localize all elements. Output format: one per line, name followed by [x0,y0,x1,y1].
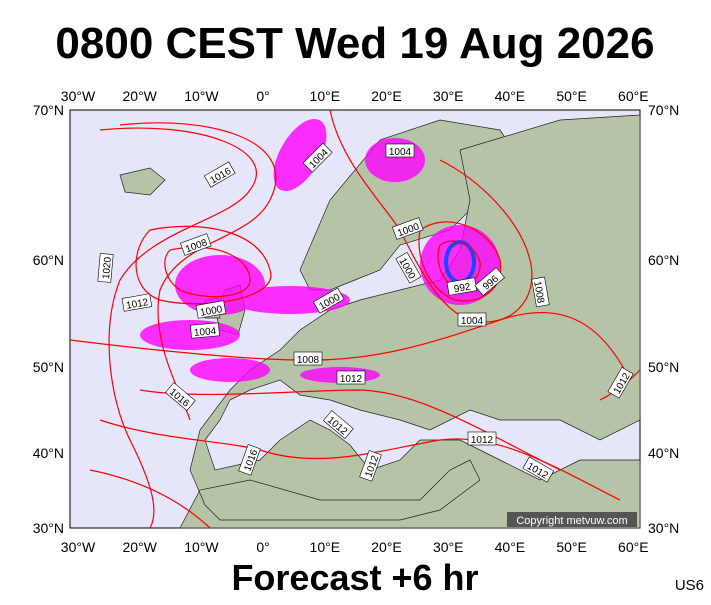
lat-label: 70°N [33,102,64,118]
copyright-box [507,512,637,527]
isobar-label-text: 1012 [471,435,494,446]
isobar-label: 1012 [467,431,497,446]
lon-label: 20°W [123,539,158,555]
lon-label: 60°E [618,539,649,555]
isobar-label-box [474,267,506,297]
lat-label: 60°N [648,252,679,268]
lat-label: 50°N [33,359,64,375]
lat-label: 60°N [33,252,64,268]
isobar-label-text: 1000 [199,304,223,319]
isobar-label: 1004 [302,142,333,173]
isobar-label: 1004 [190,322,220,339]
lat-label: 40°N [648,445,679,461]
isobar-label-box [322,410,354,440]
lon-label: 20°W [123,88,158,104]
isobar-label-box [203,161,236,188]
isobar-label-box [531,276,550,308]
isobar-label-box [312,287,345,314]
copyright: Copyright metvuw.com [516,515,627,527]
code-label: US6 [675,577,704,594]
lat-label: 70°N [648,102,679,118]
lon-label: 30°E [433,88,464,104]
isobar-label-box [336,370,366,385]
isobar-label: 992 [446,277,478,296]
isobar-label-text: 1004 [194,326,218,339]
lon-label: 20°E [371,88,402,104]
lon-label: 10°W [184,539,219,555]
isobar-label-text: 1008 [531,280,546,304]
isobar-label-box [446,277,478,296]
isobar-label: 1020 [97,253,114,283]
isobar-label-box [607,366,634,399]
lat-label: 30°N [648,520,679,536]
lat-label: 30°N [33,520,64,536]
lon-label: 10°E [310,539,341,555]
isobar-label-box [238,444,261,476]
isobar-label: 1004 [385,143,415,158]
lon-label: 10°E [310,88,341,104]
isobar-label: 1012 [121,293,153,312]
isobar-label-text: 1020 [101,256,114,280]
isobar-label-text: 1008 [297,355,320,366]
isobar-label: 1012 [336,370,366,385]
isobar-label-text: 1012 [340,374,363,385]
lon-label: 30°E [433,539,464,555]
isobar-label-box [121,293,153,312]
isobar-label-box [190,322,220,339]
isobar-label-box [164,382,196,412]
lon-label: 50°E [556,88,587,104]
lat-label: 50°N [648,359,679,375]
lon-label: 40°E [495,539,526,555]
isobar-label-text: 1004 [389,147,412,158]
isobar-label-box [302,142,333,173]
lat-label: 40°N [33,445,64,461]
isobar-label-box [522,456,555,483]
lon-label: 0° [256,88,269,104]
isobar-label: 1008 [293,351,323,366]
labels: 30°W 30°W 20°W 20°W 10°W 10°W 0° 0° 10°E 10°E 20°E… [33,88,680,555]
isobar-label-text: 992 [453,282,472,296]
isobar-label-text: 1012 [125,297,149,312]
isobar-label-box [359,450,382,482]
lon-label: 30°W [61,539,96,555]
lon-label: 30°W [61,88,96,104]
lon-label: 50°E [556,539,587,555]
lon-label: 20°E [371,539,402,555]
map [69,109,641,529]
isobar-label-box [180,233,212,256]
title: 0800 CEST Wed 19 Aug 2026 [55,19,654,68]
lon-label: 0° [256,539,269,555]
lon-label: 10°W [184,88,219,104]
isobar-label: 1000 [195,300,227,319]
isobar-label: 1008 [531,276,550,308]
isobar-label-box [385,143,415,158]
lon-label: 60°E [618,88,649,104]
isobar-label-box [97,253,114,283]
isobar-label: 1004 [457,312,487,327]
isobar-label-box [457,312,487,327]
forecast-label: Forecast +6 hr [231,557,478,598]
isobar-label-box [467,431,497,446]
isobar-label-text: 1004 [461,316,484,327]
isobar-label-box [392,217,424,240]
lon-label: 40°E [495,88,526,104]
isobar-label-box [195,300,227,319]
isobar-label-box [395,251,422,284]
isobar-label-box [293,351,323,366]
